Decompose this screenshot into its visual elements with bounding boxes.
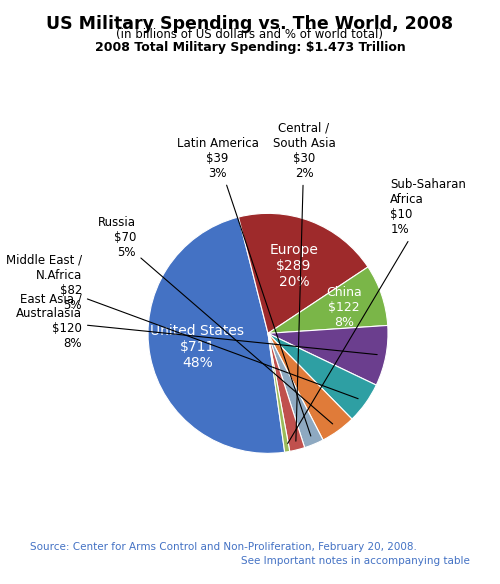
Text: United States
$711
48%: United States $711 48%: [150, 324, 244, 370]
Wedge shape: [268, 267, 388, 333]
Wedge shape: [268, 333, 352, 440]
Text: (in billions of US dollars and % of world total): (in billions of US dollars and % of worl…: [116, 28, 384, 41]
Text: 2008 Total Military Spending: $1.473 Trillion: 2008 Total Military Spending: $1.473 Tri…: [94, 41, 406, 54]
Wedge shape: [238, 213, 368, 333]
Text: Latin America
$39
3%: Latin America $39 3%: [176, 137, 311, 436]
Wedge shape: [268, 333, 290, 452]
Wedge shape: [148, 217, 284, 453]
Text: East Asia /
Australasia
$120
8%: East Asia / Australasia $120 8%: [16, 293, 377, 354]
Text: China
$122
8%: China $122 8%: [326, 286, 362, 329]
Text: Middle East /
N.Africa
$82
5%: Middle East / N.Africa $82 5%: [6, 254, 358, 399]
Wedge shape: [268, 333, 323, 447]
Text: See Important notes in accompanying table: See Important notes in accompanying tabl…: [241, 557, 470, 566]
Text: US Military Spending vs. The World, 2008: US Military Spending vs. The World, 2008: [46, 15, 454, 33]
Wedge shape: [268, 333, 304, 451]
Wedge shape: [268, 333, 376, 419]
Text: Central /
South Asia
$30
2%: Central / South Asia $30 2%: [272, 121, 336, 441]
Text: Russia
$70
5%: Russia $70 5%: [98, 216, 332, 424]
Text: Europe
$289
20%: Europe $289 20%: [270, 243, 318, 290]
Wedge shape: [268, 325, 388, 385]
Text: Source: Center for Arms Control and Non-Proliferation, February 20, 2008.: Source: Center for Arms Control and Non-…: [30, 542, 417, 552]
Text: Sub-Saharan
Africa
$10
1%: Sub-Saharan Africa $10 1%: [288, 178, 467, 443]
